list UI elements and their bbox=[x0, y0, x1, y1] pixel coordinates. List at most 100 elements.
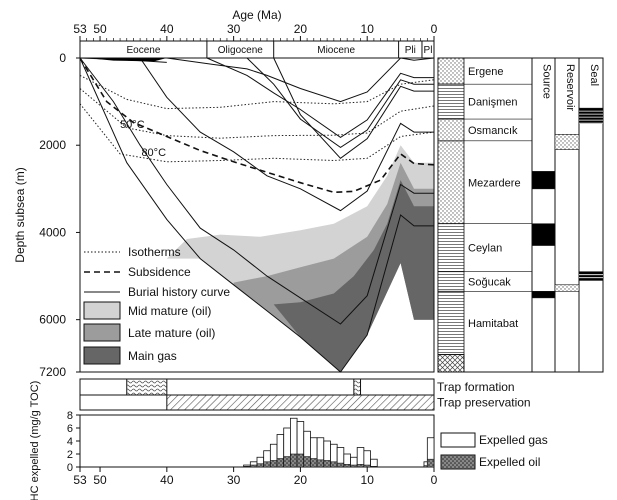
formation-lithology bbox=[437, 290, 465, 355]
strat-band bbox=[554, 134, 580, 150]
oil-bar bbox=[250, 464, 258, 468]
y-tick-label: 7200 bbox=[39, 365, 66, 379]
burial-curve bbox=[273, 57, 434, 159]
isotherm-line bbox=[79, 74, 435, 110]
top-tick-label: 53 bbox=[73, 22, 87, 36]
maturity-zones bbox=[166, 145, 435, 372]
strat-band bbox=[554, 284, 580, 292]
strat-band bbox=[531, 291, 556, 299]
zone-main-gas bbox=[273, 180, 434, 372]
formation-lithology bbox=[437, 83, 465, 120]
event-block bbox=[353, 378, 362, 396]
hc-y-tick-label: 4 bbox=[67, 436, 73, 448]
oil-bar bbox=[343, 464, 351, 468]
hc-y-title: HC expelled (mg/g TOC) bbox=[29, 381, 41, 500]
oil-bar bbox=[290, 453, 298, 468]
legend: Isotherms Subsidence Burial history curve M… bbox=[83, 245, 230, 365]
y-axis-title: Depth subsea (m) bbox=[13, 167, 27, 262]
event-block bbox=[126, 378, 168, 396]
event-label: Trap formation bbox=[437, 380, 515, 394]
burial-curve bbox=[139, 57, 434, 212]
top-tick-label: 30 bbox=[227, 22, 241, 36]
hc-y-tick-label: 0 bbox=[67, 462, 73, 474]
hc-y-tick-label: 8 bbox=[67, 410, 73, 422]
top-tick-label: 0 bbox=[431, 22, 438, 36]
burial-lines: 50°C 80°C bbox=[79, 57, 435, 373]
oil-bar bbox=[427, 458, 435, 468]
oil-bar bbox=[303, 456, 311, 468]
strat-band bbox=[531, 223, 556, 246]
legend-oil-label: Expelled oil bbox=[479, 455, 540, 469]
top-tick-label: 50 bbox=[93, 22, 107, 36]
oil-bar bbox=[336, 462, 345, 468]
legend-label: Mid mature (oil) bbox=[128, 304, 211, 318]
stratigraphic-column: Ergene Danişmen Osmancık Mezardere Ceylan Soğ… bbox=[437, 57, 604, 373]
oil-bar bbox=[310, 458, 318, 468]
legend-swatch bbox=[83, 301, 121, 320]
formation-label: Ceylan bbox=[468, 243, 502, 255]
burial-curve bbox=[79, 57, 434, 373]
burial-curve bbox=[206, 57, 434, 139]
formation-lithology bbox=[437, 271, 465, 292]
formation-label: Hamitabat bbox=[468, 318, 518, 330]
formation-label: Ergene bbox=[468, 66, 503, 78]
top-tick-label: 40 bbox=[160, 22, 174, 36]
y-tick-label: 6000 bbox=[39, 313, 66, 327]
isotherm-label: 50°C bbox=[120, 119, 145, 131]
hc-y-tick-label: 6 bbox=[67, 423, 73, 435]
basement-lithology bbox=[437, 354, 465, 373]
oil-bar bbox=[296, 453, 305, 468]
bottom-tick-label: 20 bbox=[294, 473, 308, 487]
legend-gas-label: Expelled gas bbox=[479, 433, 548, 447]
frame: Eocene Oligocene Miocene Pli Pl bbox=[79, 40, 435, 373]
bottom-tick-label: 53 bbox=[73, 473, 87, 487]
formation-lithology bbox=[437, 57, 465, 85]
hc-y-tick-label: 2 bbox=[67, 449, 73, 461]
oil-bar bbox=[330, 461, 338, 468]
oil-bar bbox=[243, 466, 251, 468]
formation-label: Mezardere bbox=[468, 177, 521, 189]
bottom-tick-label: 30 bbox=[227, 473, 241, 487]
axes: Age (Ma) 53 50 40 30 20 10 0 Depth subsea (m) 0 20… bbox=[13, 8, 438, 379]
isotherm-label: 80°C bbox=[141, 147, 166, 159]
legend-label: Main gas bbox=[128, 349, 177, 363]
x-axis-title: Age (Ma) bbox=[232, 8, 281, 22]
oil-bar bbox=[356, 464, 365, 468]
legend-oil-swatch bbox=[440, 454, 476, 470]
formation-lithology bbox=[437, 118, 465, 142]
oil-bar bbox=[270, 460, 278, 468]
zone-late-mature-oil- bbox=[233, 162, 434, 372]
legend-label: Late mature (oil) bbox=[128, 326, 215, 340]
oil-bar bbox=[316, 459, 325, 468]
oil-bar bbox=[350, 464, 358, 468]
strat-band bbox=[578, 107, 604, 124]
event-label: Trap preservation bbox=[437, 396, 531, 410]
epoch-label: Miocene bbox=[317, 45, 355, 56]
oil-bar bbox=[323, 460, 331, 468]
strat-frame bbox=[437, 57, 604, 373]
surface-sediment bbox=[86, 58, 167, 62]
gas-bar bbox=[363, 450, 371, 468]
epoch-label: Oligocene bbox=[218, 45, 263, 56]
oil-bar bbox=[283, 456, 291, 468]
legend-swatch bbox=[83, 346, 121, 365]
strat-col-header: Reservoir bbox=[564, 64, 576, 111]
y-tick-label: 0 bbox=[59, 51, 66, 65]
events-chart: Trap formation Trap preservation bbox=[79, 378, 531, 411]
formation-label: Osmancık bbox=[468, 125, 518, 137]
bottom-tick-label: 10 bbox=[361, 473, 375, 487]
legend-label: Subsidence bbox=[128, 265, 191, 279]
oil-bar bbox=[256, 463, 264, 468]
epoch-label: Pli bbox=[405, 45, 416, 56]
top-tick-label: 10 bbox=[361, 22, 375, 36]
burial-curve bbox=[246, 57, 434, 149]
legend-label: Burial history curve bbox=[128, 285, 230, 299]
top-tick-label: 20 bbox=[294, 22, 308, 36]
legend-label: Isotherms bbox=[128, 245, 181, 259]
formation-label: Danişmen bbox=[468, 97, 518, 109]
event-block bbox=[166, 394, 435, 411]
legend-swatch bbox=[83, 323, 121, 342]
strat-band bbox=[578, 271, 604, 281]
burial-curve bbox=[79, 57, 434, 325]
